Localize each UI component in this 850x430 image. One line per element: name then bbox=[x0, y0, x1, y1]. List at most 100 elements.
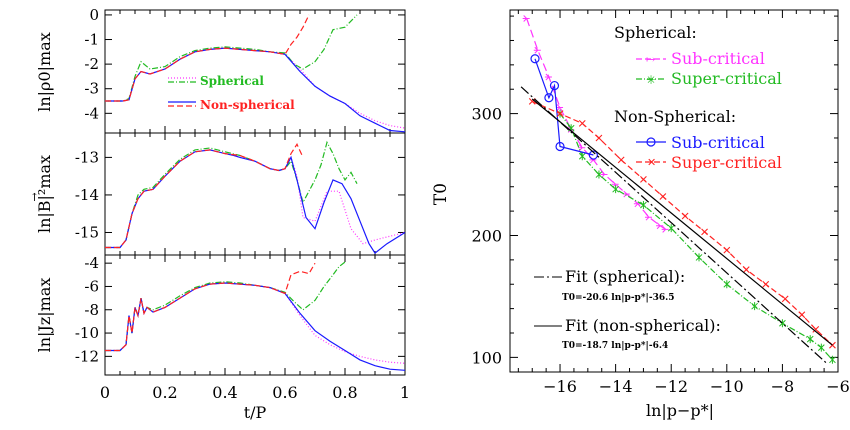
series-line-1-3 bbox=[105, 143, 304, 249]
y-tick-label: -14 bbox=[75, 186, 99, 204]
series-line-2-1 bbox=[105, 261, 346, 352]
x-tick-label: 0 bbox=[100, 383, 110, 402]
x-tick-label: −14 bbox=[599, 377, 633, 396]
y-tick-label: -4 bbox=[84, 254, 99, 272]
left-x-axis: 0 0.2 0.4 0.6 0.8 1 bbox=[100, 383, 410, 402]
point-star bbox=[612, 185, 619, 194]
point-x bbox=[781, 295, 789, 303]
legend-marker-circle-icon bbox=[646, 137, 656, 147]
left-xlabel: t/P bbox=[244, 403, 267, 422]
point-star bbox=[751, 302, 758, 311]
series-line-0-1 bbox=[105, 14, 358, 102]
point-arrow bbox=[644, 213, 652, 221]
y-tick-label: 0 bbox=[89, 6, 99, 24]
point-star bbox=[578, 152, 586, 161]
y-tick-label: -2 bbox=[84, 55, 99, 73]
vector-arrow-icon: → bbox=[28, 192, 41, 201]
series-line-3-2 bbox=[534, 58, 594, 156]
series-line-0-3 bbox=[105, 14, 310, 102]
point-arrow bbox=[611, 180, 619, 188]
point-arrow bbox=[656, 222, 664, 230]
legend-spherical-label: Spherical bbox=[200, 74, 264, 88]
series-line-1-1 bbox=[105, 140, 358, 249]
point-star bbox=[667, 224, 675, 233]
point-star bbox=[779, 319, 786, 328]
series-line-3-3 bbox=[531, 100, 833, 346]
point-arrow bbox=[589, 156, 597, 164]
y-tick-label: -15 bbox=[75, 223, 99, 241]
point-circle bbox=[544, 93, 554, 103]
x-tick-label: −12 bbox=[654, 377, 688, 396]
series-line-1-2 bbox=[105, 149, 406, 254]
panel-density: 0 -1 -2 -3 -4 ln|ρ0|max Spherical Non-spheri… bbox=[35, 6, 406, 134]
panel-t0: 100 200 300 −16 −14 −12 −10 −8 −6 T0 ln|p−p*| Sp… bbox=[431, 9, 850, 420]
point-x bbox=[556, 110, 564, 117]
y-tick-label: -13 bbox=[75, 148, 99, 166]
magnetic-ylabel: ln|B|²max → bbox=[28, 155, 54, 233]
legend-fit-spherical: Fit (spherical): bbox=[565, 267, 685, 286]
legend-nsph-sub: Sub-critical bbox=[671, 133, 765, 152]
legend-sph-sub: Sub-critical bbox=[671, 49, 765, 68]
series-line-2-2 bbox=[105, 282, 406, 371]
y-tick-label: -6 bbox=[84, 277, 99, 295]
point-arrow bbox=[533, 46, 541, 54]
point-x bbox=[723, 246, 731, 254]
y-tick-label: -12 bbox=[75, 347, 99, 365]
legend-fit-nonspherical: Fit (non-spherical): bbox=[565, 316, 721, 335]
point-arrow bbox=[633, 200, 641, 208]
point-arrow bbox=[556, 104, 564, 111]
point-x bbox=[640, 176, 647, 183]
legend-density: Spherical Non-spherical bbox=[168, 74, 295, 112]
series-line-2-0 bbox=[105, 282, 406, 364]
legend-marker-arrow-icon: ↦ bbox=[646, 53, 656, 66]
point-star bbox=[723, 280, 731, 289]
point-arrow bbox=[522, 15, 530, 22]
point-x bbox=[578, 119, 586, 127]
point-star bbox=[829, 355, 836, 364]
series-line-3-5 bbox=[531, 98, 833, 346]
legend-marker-x-icon: ✕ bbox=[647, 156, 656, 169]
point-circle bbox=[549, 80, 560, 91]
panel-magnetic: -13 -14 -15 ln|B|²max → bbox=[28, 132, 406, 256]
x-tick-label: 0.4 bbox=[212, 383, 237, 402]
y-tick-label: -4 bbox=[84, 104, 99, 122]
x-tick-label: 0.8 bbox=[332, 383, 357, 402]
point-x bbox=[681, 212, 689, 220]
x-tick-label: 0.2 bbox=[152, 383, 177, 402]
current-ylabel: ln|Jz|max bbox=[35, 278, 54, 353]
y-tick-label: 300 bbox=[471, 105, 502, 124]
point-x bbox=[701, 228, 708, 236]
point-circle bbox=[530, 54, 540, 64]
legend-group-nonspherical: Non-Spherical: bbox=[614, 107, 736, 126]
panel-current: -4 -6 -8 -10 -12 ln|Jz|max bbox=[35, 254, 406, 376]
legend-nsph-super: Super-critical bbox=[671, 153, 782, 172]
point-x bbox=[659, 193, 667, 200]
legend-marker-star-icon: ✳ bbox=[646, 73, 656, 87]
x-tick-label: 1 bbox=[400, 383, 410, 402]
legend-group-spherical: Spherical: bbox=[614, 23, 697, 42]
legend-fit-spherical-eq: T0=-20.6 ln|p-p*|-36.5 bbox=[562, 293, 674, 303]
legend-sph-super: Super-critical bbox=[671, 69, 782, 88]
legend-fit-nonspherical-eq: T0=-18.7 ln|p-p*|-6.4 bbox=[562, 341, 668, 351]
point-star bbox=[640, 201, 647, 210]
series-line-3-4 bbox=[520, 86, 828, 364]
point-arrow bbox=[661, 226, 669, 233]
point-star bbox=[806, 335, 814, 344]
y-tick-label: -8 bbox=[84, 301, 99, 319]
y-tick-label: -1 bbox=[84, 31, 99, 49]
legend-nonspherical-label: Non-spherical bbox=[200, 98, 295, 112]
point-star bbox=[695, 253, 703, 262]
point-circle bbox=[555, 141, 565, 152]
y-tick-label: -3 bbox=[84, 80, 99, 98]
point-arrow bbox=[600, 171, 608, 178]
x-tick-label: 0.6 bbox=[272, 383, 297, 402]
point-arrow bbox=[622, 190, 630, 198]
point-arrow bbox=[544, 73, 552, 81]
point-x bbox=[798, 311, 806, 319]
series-line-1-0 bbox=[105, 149, 406, 249]
point-x bbox=[812, 325, 820, 333]
x-tick-label: −10 bbox=[710, 377, 744, 396]
t0-ylabel: T0 bbox=[431, 183, 451, 205]
series-line-2-3 bbox=[105, 262, 316, 352]
